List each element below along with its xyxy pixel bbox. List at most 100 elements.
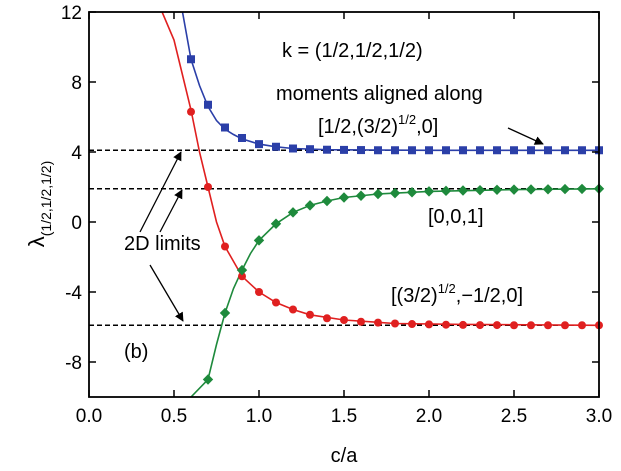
x-axis-label: c/a [331,445,359,467]
annotation-direction-blue: [1/2,(3/2)1/2,0] [318,112,438,138]
y-tick-label: 4 [71,143,82,164]
annotation-direction-red: [(3/2)1/2,−1/2,0] [391,281,523,307]
data-point-square [493,146,501,155]
data-point-circle [493,321,501,330]
data-point-diamond [389,187,401,199]
data-point-diamond [270,218,282,229]
data-point-square [544,146,552,155]
data-point-diamond [423,186,435,197]
data-point-diamond [491,184,503,195]
data-point-square [187,55,195,64]
arrow-2d-limit-bottom [149,264,184,322]
y-axis-label-main: λ [24,236,49,247]
direction-red-sup: 1/2 [438,281,456,296]
data-point-square [374,146,382,155]
annotation-moments: moments aligned along [276,83,483,105]
y-tick-label: 0 [71,213,82,234]
data-point-diamond [287,207,299,218]
y-tick-label: 8 [71,73,82,94]
data-point-circle [289,305,297,314]
data-point-circle [391,319,399,328]
data-point-circle [238,272,246,281]
data-point-circle [527,321,535,330]
x-tick-label: 0.0 [76,406,102,427]
annotation-direction-green: [0,0,1] [428,206,484,228]
data-point-circle [476,321,484,330]
data-point-square [408,146,416,155]
data-point-circle [544,321,552,330]
arrow-2d-limit-middle [159,189,183,233]
data-point-diamond [508,184,520,195]
data-point-square [221,123,229,132]
data-point-circle [510,321,518,330]
data-point-diamond [202,374,214,385]
data-point-square [561,146,569,155]
data-point-circle [442,320,450,329]
direction-blue-post: ,0] [416,116,438,138]
data-point-square [459,146,467,155]
data-point-square [357,146,365,155]
direction-blue-pre: [1/2,(3/2) [318,116,398,138]
annotation-2d-limits: 2D limits [124,233,201,255]
data-point-diamond [440,185,452,197]
x-tick-label: 1.0 [246,406,272,427]
x-tick-label: 2.0 [416,406,442,427]
data-point-square [272,142,280,151]
data-point-square [289,144,297,153]
panel-label: (b) [124,341,148,363]
x-tick-label: 1.5 [331,406,357,427]
x-tick-label: 0.5 [161,406,187,427]
y-tick-label: -4 [65,283,82,304]
data-point-circle [357,317,365,326]
data-point-square [578,146,586,155]
data-point-circle [459,320,467,329]
data-point-circle [578,321,586,330]
data-point-diamond [559,183,571,195]
data-point-square [340,145,348,154]
data-point-diamond [304,200,316,211]
data-point-diamond [406,187,418,198]
direction-red-pre: [(3/2) [391,285,438,307]
data-point-circle [425,320,433,329]
data-point-diamond [236,264,248,276]
direction-blue-sup: 1/2 [398,112,416,127]
data-point-circle [204,183,212,191]
y-tick-label: -8 [65,353,82,374]
y-axis-label-sub: (1/2,1/2,1/2) [38,161,54,237]
y-axis: 12 8 4 0 -4 -8 [61,3,599,374]
direction-red-post: ,−1/2,0] [456,285,523,307]
data-point-circle [221,242,229,251]
data-point-circle [323,314,331,323]
y-tick-label: 12 [61,3,82,24]
data-point-diamond [321,195,333,207]
data-point-square [306,145,314,154]
data-point-diamond [372,188,384,200]
data-point-diamond [457,185,469,196]
data-point-diamond [525,184,537,195]
series-markers [187,55,605,385]
data-point-diamond [474,184,486,196]
data-point-square [510,146,518,155]
y-axis-label: λ(1/2,1/2,1/2) [24,161,54,248]
data-point-diamond [355,190,367,201]
data-point-circle [306,310,314,319]
x-tick-label: 2.5 [501,406,527,427]
data-point-circle [374,318,382,327]
arrow-direction-blue [507,127,544,145]
data-point-circle [340,316,348,324]
data-point-square [527,146,535,155]
data-point-square [442,146,450,155]
data-point-diamond [542,184,554,195]
data-point-diamond [338,192,350,203]
data-point-diamond [219,307,231,319]
data-point-circle [255,288,263,296]
arrow-2d-limit-top [139,151,182,233]
data-point-square [425,146,433,155]
data-point-circle [561,321,569,330]
data-point-square [391,146,399,155]
data-point-diamond [253,235,265,246]
data-point-square [204,100,212,109]
x-axis: 0.0 0.5 1.0 1.5 2.0 2.5 3.0 [76,12,612,427]
plot-frame [88,11,600,398]
